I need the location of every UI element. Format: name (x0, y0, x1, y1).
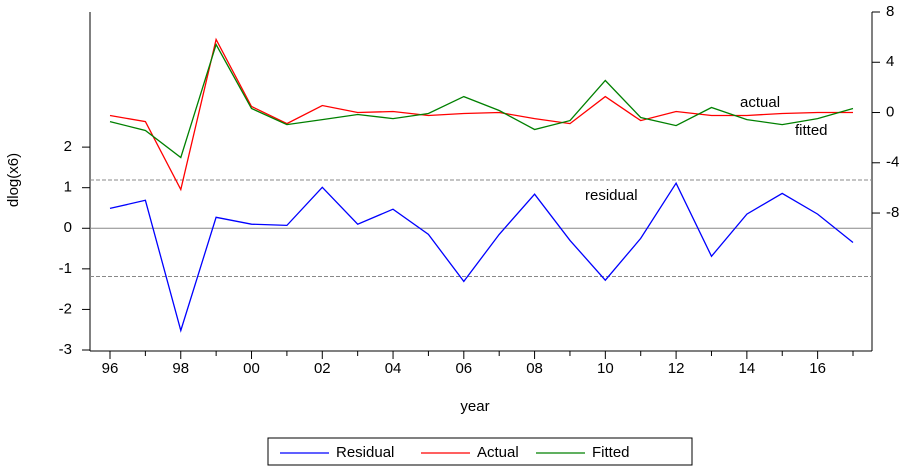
y2-tick-label: -4 (886, 154, 899, 171)
x-tick-label: 10 (597, 360, 614, 377)
legend-box (267, 437, 693, 466)
x-tick-label: 00 (243, 360, 260, 377)
x-tick-label: 98 (172, 360, 189, 377)
annotation: residual (585, 187, 638, 204)
y-tick-label: 1 (64, 179, 72, 196)
series-line (109, 181, 854, 333)
x-tick-label: 08 (526, 360, 543, 377)
annotation: actual (740, 94, 780, 111)
x-axis-label: year (460, 398, 489, 415)
series-line (109, 37, 853, 192)
y2-tick-label: 8 (886, 3, 894, 20)
y2-tick-label: -8 (886, 204, 899, 221)
x-tick-label: 02 (314, 360, 331, 377)
x-tick-label: 96 (102, 360, 119, 377)
y-tick-label: 2 (64, 138, 72, 155)
x-tick-label: 14 (739, 360, 756, 377)
y-tick-label: -3 (59, 341, 72, 358)
y-tick-label: -1 (59, 260, 72, 277)
legend-label: Residual (336, 444, 394, 461)
x-tick-label: 06 (455, 360, 472, 377)
legend-label: Actual (477, 444, 519, 461)
x-tick-label: 04 (385, 360, 402, 377)
legend-label: Fitted (592, 444, 630, 461)
y-axis-label: dlog(x6) (5, 153, 22, 207)
series-line (109, 42, 854, 159)
y2-tick-label: 0 (886, 103, 894, 120)
y-tick-label: -2 (59, 300, 72, 317)
y2-tick-label: 4 (886, 53, 894, 70)
x-tick-label: 16 (809, 360, 826, 377)
x-tick-label: 12 (668, 360, 685, 377)
annotation: fitted (795, 122, 828, 139)
y-tick-label: 0 (64, 219, 72, 236)
